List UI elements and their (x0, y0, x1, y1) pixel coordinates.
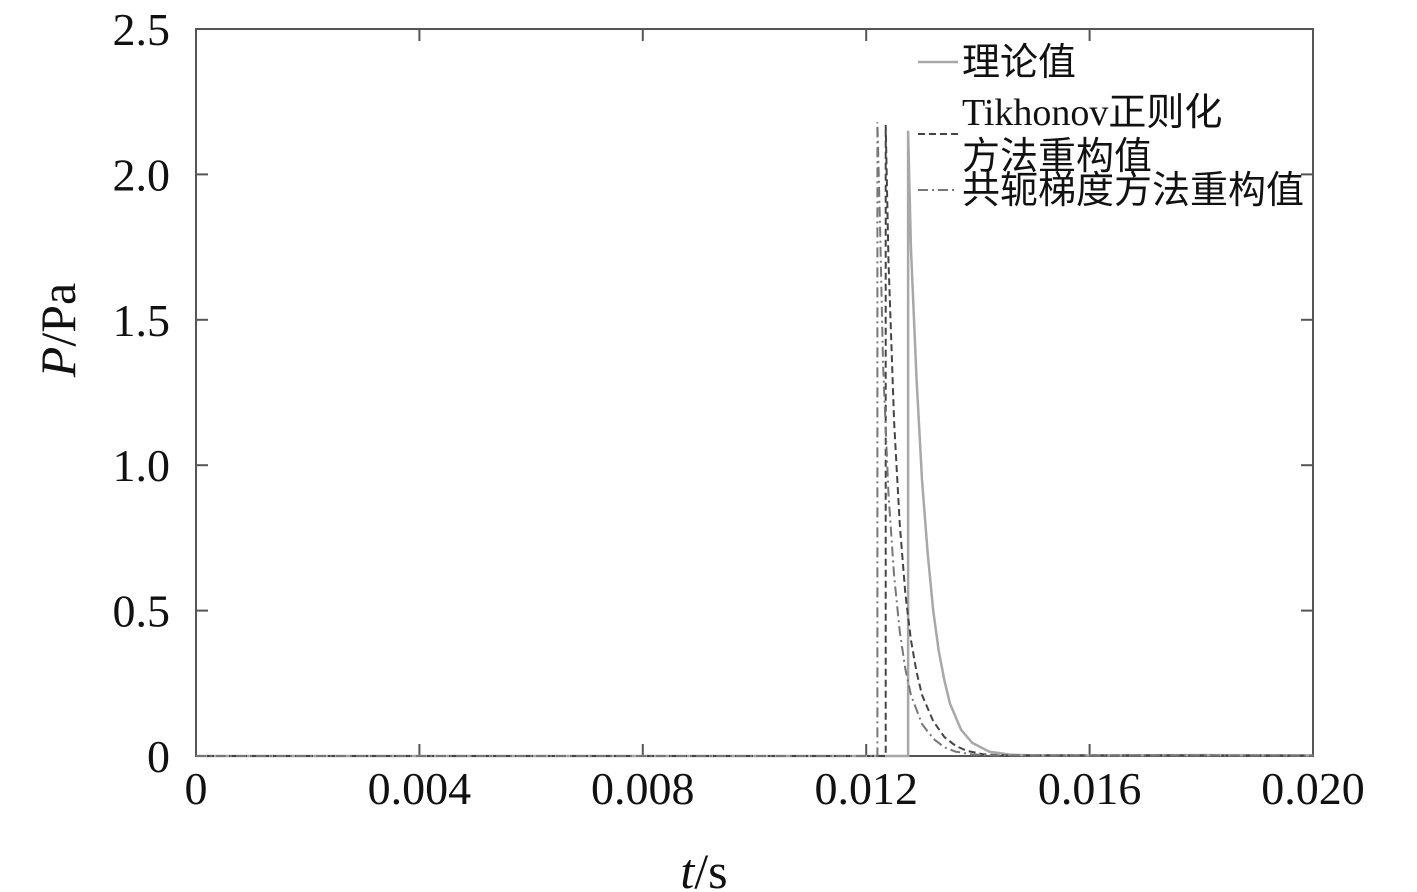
series-line-dashdot (196, 122, 1314, 757)
series-layer (196, 122, 1314, 758)
x-axis-variable: t (680, 843, 695, 892)
legend-label: 理论值 (962, 42, 1076, 84)
y-tick-label: 2.0 (113, 149, 171, 200)
legend-label: Tikhonov正则化 (962, 92, 1222, 134)
legend-label: 方法重构值 (962, 136, 1152, 178)
y-axis-unit: /Pa (30, 283, 86, 347)
y-axis: 0 0.5 1.0 1.5 2.0 2.5 (113, 4, 1313, 782)
x-tick-label: 0.016 (1038, 763, 1142, 814)
y-tick-label: 0.5 (113, 586, 171, 637)
y-tick-label: 2.5 (113, 4, 171, 55)
y-tick-label: 1.5 (113, 295, 171, 346)
x-axis-label: t/s (680, 843, 727, 892)
x-tick-label: 0.008 (591, 763, 695, 814)
series-line-solid (196, 130, 1314, 758)
x-tick-label: 0.004 (368, 763, 472, 814)
y-tick-label: 1.0 (113, 440, 171, 491)
x-tick-label: 0 (185, 763, 208, 814)
x-axis: 0 0.004 0.008 0.012 0.016 0.020 (185, 29, 1365, 814)
x-tick-label: 0.012 (814, 763, 918, 814)
y-axis-variable: P (30, 347, 86, 379)
legend-label: 共轭梯度方法重构值 (962, 170, 1304, 212)
x-tick-label: 0.020 (1261, 763, 1365, 814)
y-tick-label: 0 (147, 731, 170, 782)
y-axis-label: P/Pa (30, 283, 86, 378)
series-line-dashed (196, 124, 1314, 757)
x-axis-unit: /s (694, 843, 727, 892)
